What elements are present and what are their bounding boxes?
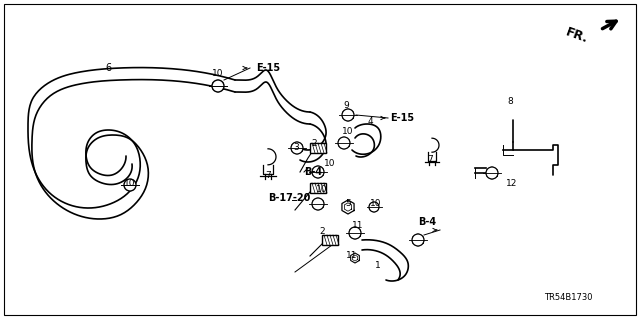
Text: TR54B1730: TR54B1730 [544,293,592,302]
Bar [310,143,326,153]
Text: 6: 6 [105,63,111,73]
Text: B-4: B-4 [304,167,322,177]
Text: 8: 8 [507,98,513,107]
Text: 10: 10 [371,198,381,207]
Bar [310,183,326,193]
Bar [322,235,338,245]
Text: 2: 2 [311,138,317,147]
Text: 2: 2 [319,227,325,236]
Text: 9: 9 [343,100,349,109]
Text: 7: 7 [265,170,271,180]
Text: 10: 10 [342,128,354,137]
Text: B-17-20: B-17-20 [268,193,310,203]
Text: 10: 10 [212,70,224,78]
Circle shape [369,202,379,212]
Text: 5: 5 [345,198,351,207]
Text: E-15: E-15 [390,113,414,123]
Circle shape [291,142,303,154]
Circle shape [412,234,424,246]
Circle shape [338,137,350,149]
Text: 1: 1 [375,261,381,270]
Text: 11: 11 [352,221,364,231]
Text: 3: 3 [293,144,299,152]
Text: 4: 4 [367,117,373,127]
Circle shape [342,109,354,121]
Text: 12: 12 [506,179,518,188]
Circle shape [349,227,361,239]
Circle shape [312,198,324,210]
Circle shape [124,179,136,191]
Text: 10: 10 [324,159,336,167]
Circle shape [486,167,498,179]
Text: E-15: E-15 [256,63,280,73]
Circle shape [212,80,224,92]
Text: 10: 10 [124,179,136,188]
Text: 11: 11 [346,251,358,261]
Text: 7: 7 [427,155,433,165]
Text: FR.: FR. [564,26,590,46]
Text: 10: 10 [316,186,328,195]
Text: B-4: B-4 [418,217,436,227]
Circle shape [312,166,324,178]
